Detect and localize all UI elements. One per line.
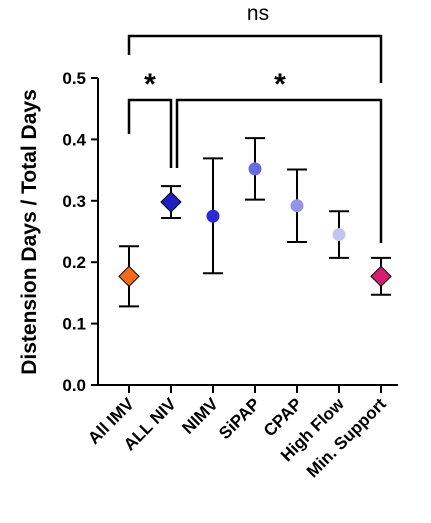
diamond-marker xyxy=(160,191,182,213)
y-tick-label: 0.4 xyxy=(62,130,86,149)
x-tick-label: SiPAP xyxy=(215,394,264,443)
data-points xyxy=(118,162,392,288)
significance-brackets: ns * * xyxy=(127,2,383,243)
y-tick-label: 0.5 xyxy=(62,69,86,88)
circle-marker xyxy=(248,162,262,176)
diamond-marker xyxy=(118,265,140,288)
y-tick-label: 0.1 xyxy=(62,315,86,334)
y-tick-label: 0.3 xyxy=(62,192,86,211)
significance-bracket xyxy=(127,34,383,83)
diamond-marker xyxy=(370,265,392,288)
y-axis: 0.0 0.1 0.2 0.3 0.4 0.5 xyxy=(62,69,398,395)
y-axis-label: Distension Days / Total Days xyxy=(18,89,41,375)
y-tick-label: 0.0 xyxy=(62,376,86,395)
significance-bracket xyxy=(175,98,383,243)
significance-label: ns xyxy=(247,2,269,25)
circle-marker xyxy=(206,209,220,223)
significance-label: * xyxy=(144,68,156,101)
circle-marker xyxy=(332,228,346,242)
significance-label: * xyxy=(274,68,286,101)
y-tick-label: 0.2 xyxy=(62,253,86,272)
significance-bracket xyxy=(127,98,173,168)
circle-marker xyxy=(290,199,304,213)
